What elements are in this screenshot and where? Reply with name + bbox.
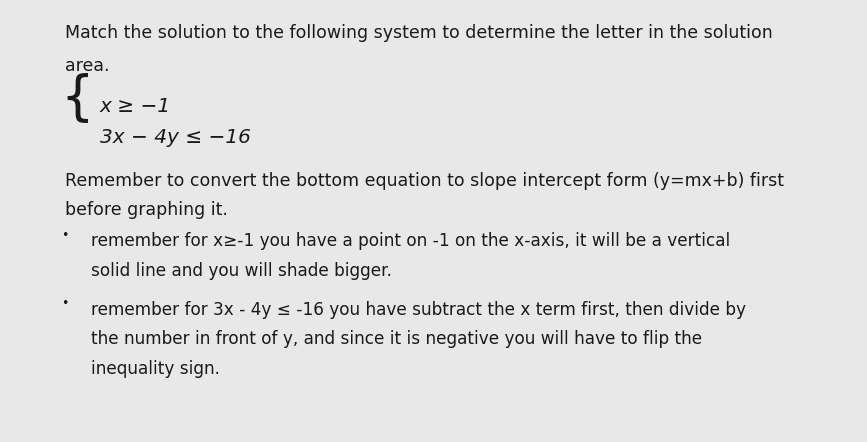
Text: area.: area. [65, 57, 109, 76]
Text: Match the solution to the following system to determine the letter in the soluti: Match the solution to the following syst… [65, 24, 772, 42]
Text: x ≥ −1: x ≥ −1 [100, 97, 171, 116]
Text: the number in front of y, and since it is negative you will have to flip the: the number in front of y, and since it i… [91, 330, 702, 348]
Text: before graphing it.: before graphing it. [65, 201, 228, 219]
Text: remember for 3x - 4y ≤ -16 you have subtract the x term first, then divide by: remember for 3x - 4y ≤ -16 you have subt… [91, 301, 746, 319]
Text: •: • [62, 297, 68, 310]
Text: remember for x≥-1 you have a point on -1 on the x-axis, it will be a vertical: remember for x≥-1 you have a point on -1… [91, 232, 730, 250]
Text: solid line and you will shade bigger.: solid line and you will shade bigger. [91, 262, 392, 280]
Text: •: • [62, 229, 68, 241]
Text: 3x − 4y ≤ −16: 3x − 4y ≤ −16 [100, 128, 251, 147]
Text: {: { [61, 73, 95, 126]
Text: inequality sign.: inequality sign. [91, 360, 220, 378]
Text: Remember to convert the bottom equation to slope intercept form (y=mx+b) first: Remember to convert the bottom equation … [65, 172, 784, 191]
